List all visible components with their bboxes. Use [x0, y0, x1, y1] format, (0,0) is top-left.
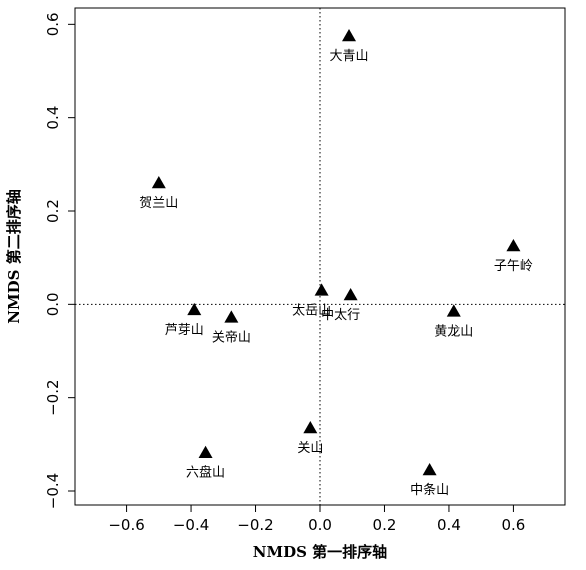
y-axis: −0.4 −0.2 0.0 0.2 0.4 0.6 — [44, 12, 75, 509]
x-axis: −0.6 −0.4 −0.2 0.0 0.2 0.4 0.6 — [108, 505, 525, 534]
data-point — [187, 302, 202, 316]
x-tick-label: 0.6 — [501, 516, 525, 534]
point-label: 大青山 — [330, 49, 369, 64]
x-tick-label: −0.2 — [237, 516, 273, 534]
x-tick-label: −0.6 — [108, 516, 144, 534]
point-label: 关帝山 — [212, 329, 251, 345]
point-label: 六盘山 — [186, 465, 225, 481]
data-point — [506, 239, 521, 252]
x-tick-label: 0.0 — [308, 516, 332, 534]
point-label: 中太行 — [321, 308, 360, 323]
point-label: 关山 — [297, 441, 323, 456]
y-axis-title: NMDS 第二排序轴 — [5, 189, 23, 323]
y-tick-label: 0.6 — [44, 12, 62, 36]
data-point — [342, 29, 357, 42]
data-point — [422, 463, 437, 476]
y-tick-label: 0.2 — [44, 199, 62, 223]
y-tick-label: −0.2 — [44, 379, 62, 415]
y-tick-label: −0.4 — [44, 473, 62, 509]
y-tick-label: 0.0 — [44, 292, 62, 316]
data-point — [314, 283, 329, 296]
data-point — [198, 445, 213, 458]
data-point — [343, 288, 358, 301]
data-points — [151, 29, 521, 476]
data-point — [446, 304, 461, 317]
point-label: 芦芽山 — [165, 323, 204, 338]
x-tick-label: 0.4 — [437, 516, 461, 534]
point-label: 子午岭 — [494, 259, 533, 274]
reference-lines — [75, 8, 565, 505]
data-point — [151, 176, 166, 189]
data-point — [303, 421, 318, 434]
point-label: 贺兰山 — [139, 196, 178, 211]
x-axis-title: NMDS 第一排序轴 — [253, 543, 387, 561]
x-tick-label: 0.2 — [373, 516, 397, 534]
point-label: 中条山 — [410, 482, 449, 498]
data-point — [224, 310, 239, 323]
point-label: 太岳山 — [292, 303, 331, 318]
point-label: 黄龙山 — [434, 324, 473, 339]
x-tick-label: −0.4 — [173, 516, 209, 534]
y-tick-label: 0.4 — [44, 106, 62, 130]
